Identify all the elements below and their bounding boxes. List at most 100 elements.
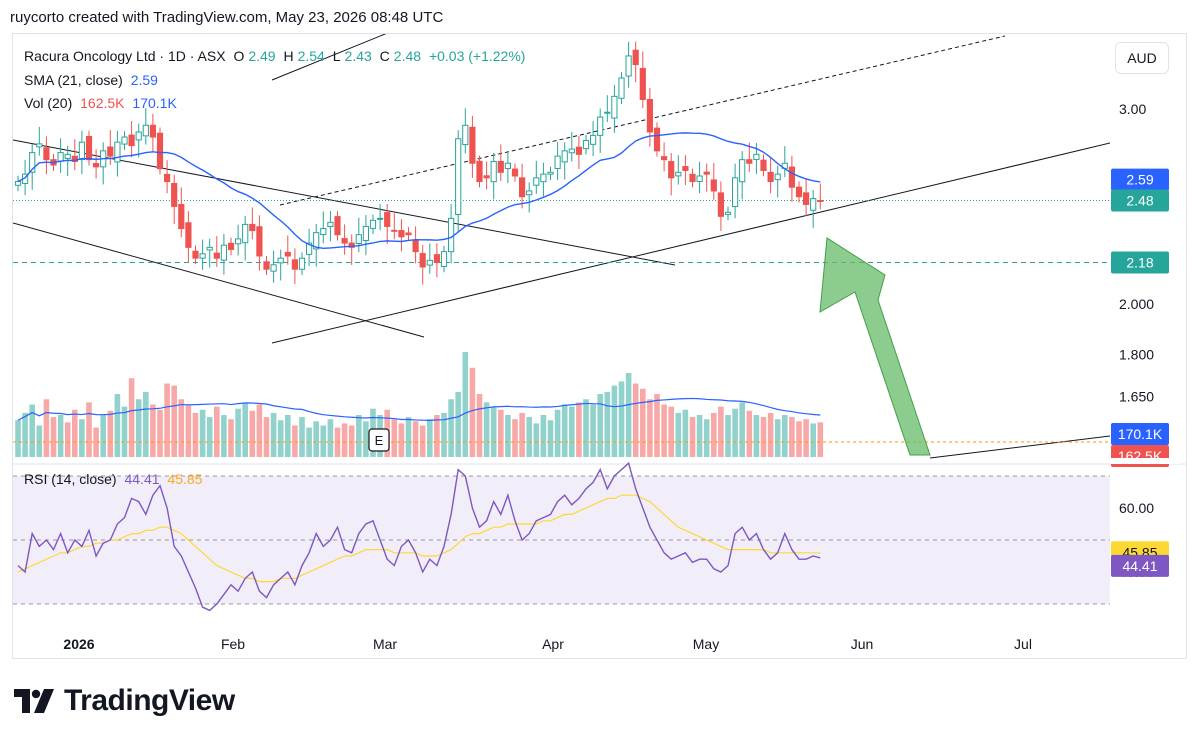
- volume-bar: [640, 388, 646, 457]
- candle-body: [774, 173, 781, 181]
- volume-badge-mask: [1110, 458, 1180, 464]
- volume-bar: [789, 417, 795, 457]
- sma-label[interactable]: SMA (21, close): [24, 72, 123, 88]
- candle-body: [398, 230, 405, 238]
- volume-bar: [675, 412, 682, 457]
- candle-body: [561, 150, 568, 163]
- candle-body: [810, 198, 817, 211]
- sma-value: 2.59: [130, 72, 158, 88]
- trend-line-4: [929, 435, 1110, 459]
- candle-body: [121, 136, 128, 145]
- tradingview-logo-icon: [14, 689, 54, 713]
- volume-bar: [618, 381, 625, 457]
- volume-bar: [199, 409, 206, 457]
- candle-body: [590, 134, 597, 145]
- rsi-label[interactable]: RSI (14, close): [24, 471, 117, 487]
- volume-bar: [732, 408, 738, 457]
- volume-bar: [767, 412, 774, 457]
- volume-bar: [796, 421, 802, 457]
- price-badge-0-label: 2.59: [1126, 172, 1153, 188]
- event-marker-label: E: [375, 433, 384, 448]
- volume-ma-badge-label: 170.1K: [1118, 426, 1163, 442]
- candle-body: [36, 143, 43, 148]
- volume-bar: [270, 412, 277, 457]
- volume-bar: [214, 406, 220, 457]
- volume-label[interactable]: Vol (20): [24, 95, 73, 111]
- candle-body: [639, 67, 646, 100]
- open-value: 2.49: [248, 48, 276, 64]
- volume-bar: [363, 421, 369, 457]
- volume-bar: [348, 425, 355, 457]
- candle-body: [171, 182, 178, 207]
- candle-body: [178, 203, 185, 229]
- trend-line-3: [271, 34, 387, 81]
- volume-bar: [739, 402, 745, 457]
- candle-body: [653, 127, 661, 152]
- volume-bar: [810, 423, 816, 457]
- volume-bar: [356, 415, 362, 457]
- volume-bar: [43, 399, 50, 457]
- volume-bar: [654, 394, 660, 457]
- rsi-badge: 44.41: [1111, 554, 1169, 577]
- volume-bar: [419, 425, 426, 457]
- volume-bar: [576, 402, 582, 457]
- volume-bar: [505, 415, 511, 457]
- candle-body: [93, 163, 100, 168]
- volume-bar: [320, 425, 327, 457]
- candle-body: [732, 177, 739, 208]
- candle-body: [675, 171, 682, 177]
- legend-volume: Vol (20) 162.5K 170.1K: [24, 95, 181, 111]
- candle-body: [646, 98, 653, 133]
- legend-rsi: RSI (14, close) 44.41 45.85: [24, 471, 206, 487]
- candle-body: [249, 223, 256, 232]
- volume-bar: [277, 420, 284, 457]
- time-axis-label: Jun: [851, 636, 874, 652]
- candle-body: [242, 223, 249, 244]
- tradingview-logo[interactable]: TradingView: [14, 684, 235, 718]
- rsi-ma-line: [17, 494, 821, 583]
- candle-body: [632, 49, 639, 66]
- volume-bar: [398, 423, 405, 457]
- trend-line-1: [13, 222, 425, 338]
- candle-body: [227, 242, 235, 250]
- volume-bar: [597, 394, 603, 457]
- volume-bar: [526, 417, 532, 457]
- time-axis-label: Mar: [373, 636, 397, 652]
- volume-bar: [192, 412, 199, 457]
- candle-body: [128, 134, 135, 147]
- low-value: 2.43: [344, 48, 372, 64]
- candle-body: [426, 259, 433, 266]
- candle-body: [306, 242, 313, 255]
- candle-body: [611, 95, 618, 119]
- volume-bar: [519, 412, 525, 457]
- candle-body: [341, 238, 348, 244]
- volume-bar: [483, 402, 490, 457]
- volume-bar: [512, 419, 518, 457]
- currency-button[interactable]: AUD: [1115, 42, 1169, 74]
- volume-bar: [647, 399, 653, 457]
- candle-body: [767, 171, 774, 183]
- volume-bar: [121, 406, 128, 457]
- candle-body: [689, 173, 696, 183]
- volume-bar: [661, 404, 667, 457]
- candle-body: [817, 200, 824, 203]
- rsi-axis-tick: 60.00: [1119, 500, 1154, 516]
- candle-body: [313, 232, 320, 250]
- candle-body: [391, 229, 398, 232]
- volume-bar: [29, 404, 35, 457]
- volume-bar: [285, 415, 291, 457]
- symbol-title[interactable]: Racura Oncology Ltd · 1D · ASX: [24, 48, 226, 64]
- low-label: L: [332, 48, 341, 64]
- candle-body: [135, 131, 142, 141]
- candle-body: [462, 124, 469, 146]
- candle-body: [384, 212, 391, 227]
- candle-body: [575, 146, 582, 155]
- candle-body: [668, 161, 675, 179]
- candle-body: [320, 227, 327, 236]
- volume-bar: [242, 402, 248, 457]
- candle-body: [788, 166, 795, 188]
- sma-line: [17, 132, 821, 249]
- volume-bar: [249, 410, 256, 457]
- volume-bar: [72, 409, 78, 457]
